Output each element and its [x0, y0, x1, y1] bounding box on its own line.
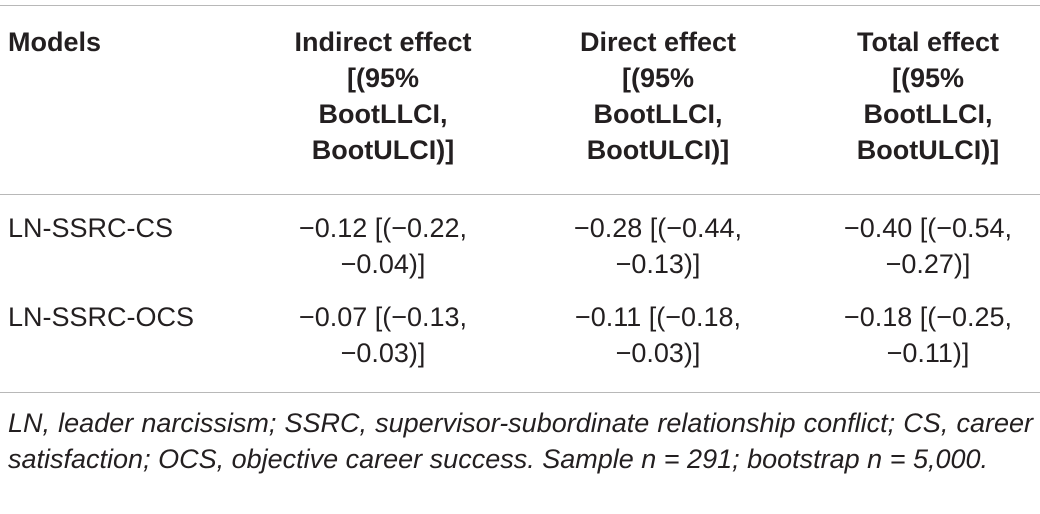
header-divider-rule — [0, 194, 1040, 195]
table-bottom-rule — [0, 392, 1040, 393]
row-1-model: LN-SSRC-CS — [8, 213, 174, 243]
header-total-effect: Total effect [(95% BootLLCI, BootULCI)] — [856, 27, 1000, 165]
row-1-indirect: −0.12 [(−0.22, −0.04)] — [298, 213, 468, 279]
row-2-model: LN-SSRC-OCS — [8, 302, 195, 332]
row-1-direct: −0.28 [(−0.44, −0.13)] — [573, 213, 743, 279]
row-1-total: −0.40 [(−0.54, −0.27)] — [843, 213, 1013, 279]
table-footnote: LN, leader narcissism; SSRC, supervisor-… — [8, 408, 1033, 474]
row-2-total: −0.18 [(−0.25, −0.11)] — [843, 302, 1013, 368]
header-indirect-effect: Indirect effect [(95% BootLLCI, BootULCI… — [294, 27, 472, 165]
row-2-indirect: −0.07 [(−0.13, −0.03)] — [298, 302, 468, 368]
row-2-direct: −0.11 [(−0.18, −0.03)] — [574, 302, 742, 368]
header-models: Models — [8, 27, 102, 57]
table-top-rule — [0, 5, 1040, 6]
header-direct-effect: Direct effect [(95% BootLLCI, BootULCI)] — [579, 27, 737, 165]
